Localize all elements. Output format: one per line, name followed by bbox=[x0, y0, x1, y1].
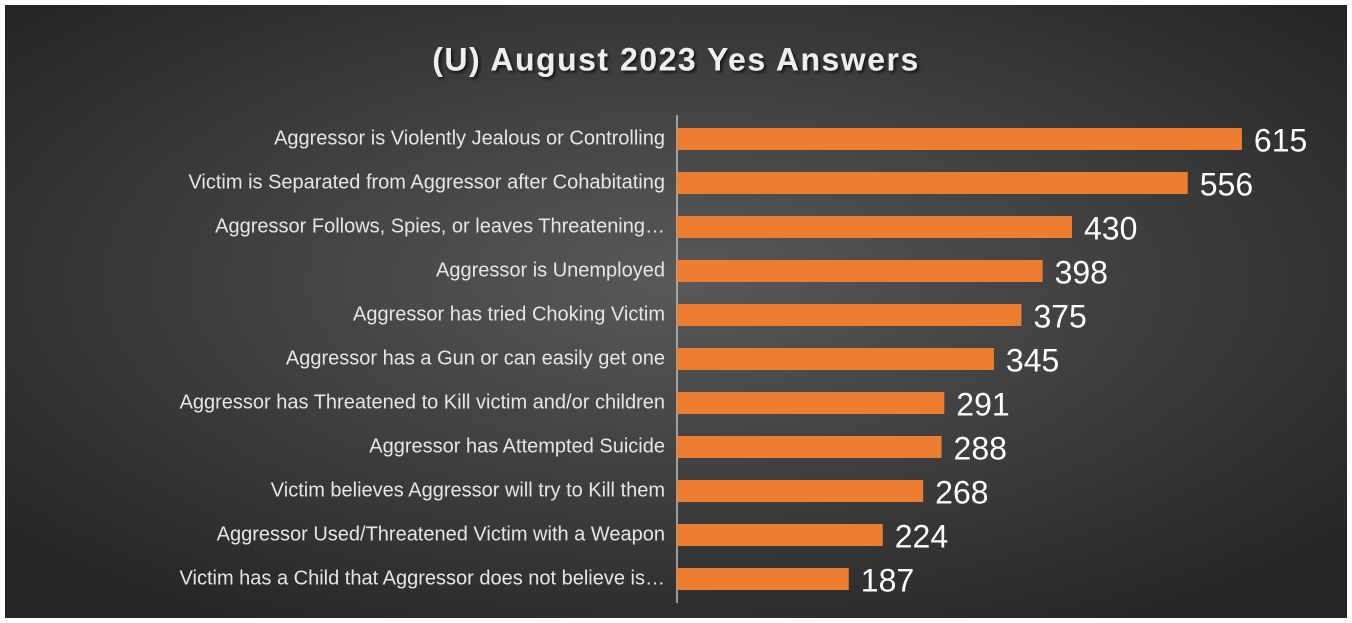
y-tick-label: Victim believes Aggressor will try to Ki… bbox=[271, 479, 665, 501]
data-label: 268 bbox=[935, 474, 988, 510]
data-label: 398 bbox=[1055, 254, 1108, 290]
y-tick-label: Aggressor has a Gun or can easily get on… bbox=[286, 347, 665, 369]
y-tick-label: Aggressor is Violently Jealous or Contro… bbox=[274, 127, 665, 149]
data-label: 430 bbox=[1084, 210, 1137, 246]
y-tick-label: Victim has a Child that Aggressor does n… bbox=[180, 567, 665, 589]
data-label: 375 bbox=[1033, 298, 1086, 334]
data-label: 345 bbox=[1006, 342, 1059, 378]
y-tick-label: Aggressor Follows, Spies, or leaves Thre… bbox=[215, 215, 665, 237]
bar bbox=[677, 128, 1242, 150]
chart-background bbox=[5, 5, 1347, 618]
bar bbox=[677, 392, 945, 414]
bar bbox=[677, 260, 1043, 282]
y-tick-label: Aggressor has Threatened to Kill victim … bbox=[180, 391, 665, 413]
bar bbox=[677, 304, 1022, 326]
y-tick-label: Aggressor has Attempted Suicide bbox=[369, 435, 665, 457]
data-label: 291 bbox=[956, 386, 1009, 422]
bar bbox=[677, 172, 1188, 194]
bar bbox=[677, 436, 942, 458]
data-label: 615 bbox=[1254, 122, 1307, 158]
data-label: 187 bbox=[861, 562, 914, 598]
data-label: 288 bbox=[954, 430, 1007, 466]
y-tick-label: Aggressor is Unemployed bbox=[436, 259, 665, 281]
bar bbox=[677, 480, 924, 502]
y-tick-label: Victim is Separated from Aggressor after… bbox=[188, 171, 665, 193]
y-tick-label: Aggressor has tried Choking Victim bbox=[353, 303, 665, 325]
chart-title: (U) August 2023 Yes Answers bbox=[432, 41, 919, 77]
bar bbox=[677, 348, 994, 370]
y-tick-label: Aggressor Used/Threatened Victim with a … bbox=[217, 523, 665, 545]
bar bbox=[677, 216, 1072, 238]
bar bbox=[677, 524, 883, 546]
data-label: 556 bbox=[1200, 166, 1253, 202]
data-label: 224 bbox=[895, 518, 948, 554]
bar bbox=[677, 568, 849, 590]
